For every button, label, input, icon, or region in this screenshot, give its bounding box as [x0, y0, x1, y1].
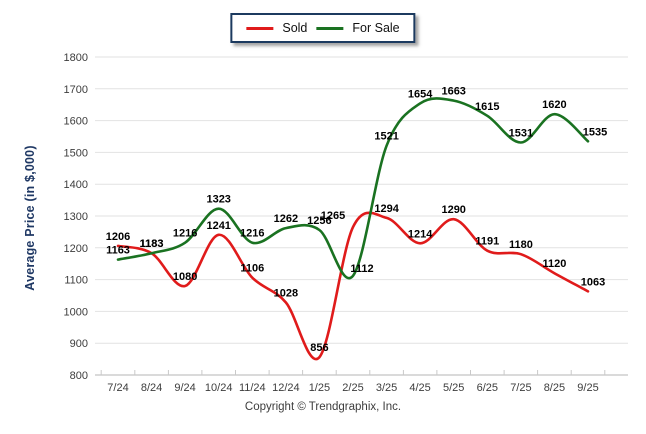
sold-line: [116, 211, 590, 361]
x-tick-label: 5/25: [443, 382, 464, 394]
x-tick-label: 10/24: [205, 382, 233, 394]
y-tick-label: 1200: [64, 243, 88, 255]
data-label: 1323: [206, 194, 230, 206]
data-label: 1294: [374, 203, 399, 215]
x-tick-label: 9/24: [174, 382, 195, 394]
data-label: 1180: [509, 239, 533, 251]
data-label: 1191: [475, 236, 499, 248]
data-label: 1663: [441, 86, 465, 98]
legend-forsale-label: For Sale: [352, 21, 400, 35]
data-label: 1615: [475, 101, 499, 113]
data-label: 1216: [173, 228, 197, 240]
y-tick-label: 1700: [64, 84, 88, 96]
data-label: 1063: [581, 276, 605, 288]
y-tick-label: 1500: [64, 147, 88, 159]
x-tick-label: 7/25: [510, 382, 531, 394]
legend-sold-line-sample: [246, 26, 274, 30]
y-tick-label: 1100: [64, 275, 88, 287]
data-label: 856: [310, 342, 328, 354]
legend-forsale-line-sample: [316, 26, 344, 30]
data-label: 1028: [274, 288, 298, 300]
data-label: 1080: [173, 271, 197, 283]
data-label: 1112: [350, 263, 373, 275]
x-tick-label: 12/24: [272, 382, 300, 394]
data-label: 1521: [374, 131, 398, 143]
copyright-text: Copyright © Trendgraphix, Inc.: [244, 401, 402, 413]
data-label: 1531: [509, 128, 533, 140]
legend-sold-label: Sold: [282, 21, 308, 35]
data-label: 1654: [408, 88, 433, 100]
x-tick-label: 1/25: [309, 382, 330, 394]
x-tick-label: 6/25: [477, 382, 498, 394]
data-label: 1265: [321, 210, 345, 222]
x-tick-label: 8/25: [544, 382, 565, 394]
data-label: 1241: [206, 220, 230, 232]
data-label: 1256: [307, 215, 331, 227]
x-tick-label: 3/25: [376, 382, 397, 394]
x-tick-label: 11/24: [239, 382, 266, 394]
y-tick-label: 1800: [64, 52, 88, 64]
data-label: 1214: [408, 228, 433, 240]
y-tick-label: 1600: [64, 116, 88, 128]
x-tick-label: 4/25: [409, 382, 430, 394]
data-label: 1120: [542, 258, 566, 270]
for-sale-line: [116, 97, 590, 280]
data-label: 1183: [140, 238, 164, 250]
legend: Sold For Sale: [230, 13, 416, 43]
x-tick-label: 2/25: [342, 382, 363, 394]
data-label: 1216: [240, 228, 264, 240]
data-label: 1535: [583, 126, 607, 138]
y-tick-label: 800: [70, 370, 88, 382]
y-tick-label: 1300: [64, 211, 88, 223]
x-tick-label: 9/25: [577, 382, 598, 394]
x-tick-label: 8/24: [141, 382, 162, 394]
data-label: 1206: [106, 231, 130, 243]
data-label: 1163: [106, 245, 130, 257]
y-tick-label: 1000: [64, 306, 88, 318]
data-label: 1620: [542, 99, 566, 111]
x-tick-label: 7/24: [107, 382, 128, 394]
data-label: 1262: [274, 213, 298, 225]
data-label: 1183: [140, 238, 164, 250]
data-label: 1290: [441, 204, 465, 216]
data-label: 1106: [240, 263, 264, 275]
y-tick-label: 900: [70, 338, 88, 350]
y-tick-label: 1400: [64, 179, 88, 191]
